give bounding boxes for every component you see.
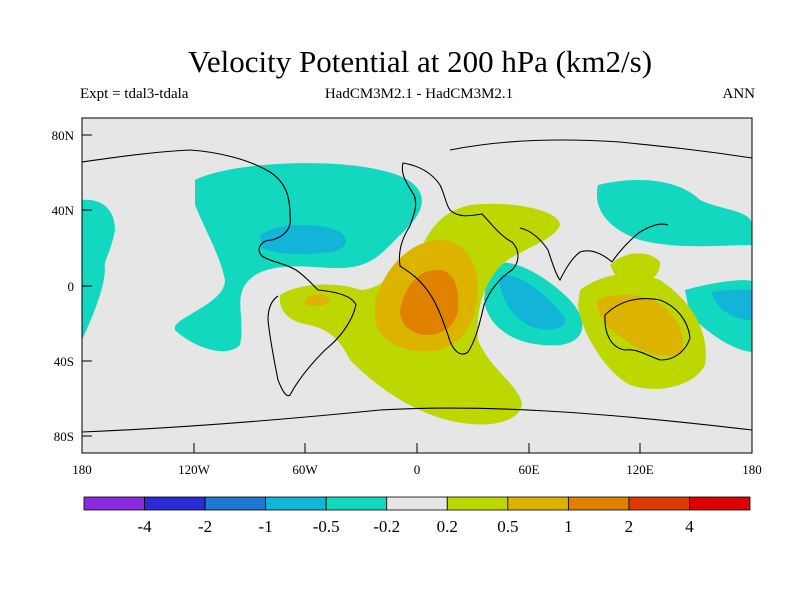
experiment-label: Expt = tdal3-tdala (80, 86, 189, 102)
colorbar-label: -1 (259, 517, 273, 536)
chart-title: Velocity Potential at 200 hPa (km2/s) (187, 44, 653, 79)
axis-ticks (81, 134, 753, 453)
x-tick-label: 0 (414, 462, 421, 477)
colorbar-swatch (628, 496, 690, 511)
y-tick-label: 80S (54, 429, 74, 444)
colorbar-swatch (386, 496, 448, 511)
x-tick-label: 180 (742, 462, 762, 477)
negative-region-south-pacific-core (712, 289, 752, 320)
positive-region-south-america (305, 294, 330, 307)
season-label: ANN (722, 86, 756, 102)
colorbar-swatch (144, 496, 206, 511)
colorbar-label: -4 (137, 517, 152, 536)
colorbar-label: 1 (564, 517, 573, 536)
colorbar-swatch (325, 496, 388, 511)
negative-region-west-pacific (596, 180, 752, 247)
colorbar-swatch (689, 496, 751, 511)
colorbar-label: -0.2 (373, 517, 400, 536)
colorbar-label: -2 (198, 517, 212, 536)
positive-region-africa-core (400, 269, 459, 335)
model-label: HadCM3M2.1 - HadCM3M2.1 (324, 86, 514, 102)
colorbar-label: 2 (625, 517, 634, 536)
x-tick-label: 120W (178, 462, 211, 477)
colorbar-swatch (204, 496, 267, 511)
negative-region-date-line (82, 245, 105, 340)
negative-region-north-america-core (260, 224, 347, 255)
colorbar-label: 0.2 (437, 517, 458, 536)
colorbar-swatch (567, 496, 630, 511)
colorbar-swatch (83, 496, 145, 511)
coastlines (82, 139, 752, 433)
colorbar-swatch (265, 496, 327, 511)
x-tick-label: 180 (72, 462, 92, 477)
colorbar-swatch (507, 496, 569, 511)
colorbar: -4 -2 -1 -0.5 -0.2 0.2 0.5 1 2 4 (83, 496, 751, 536)
y-tick-label: 80N (52, 128, 75, 143)
x-tick-label: 60E (519, 462, 540, 477)
negative-region-north-america (174, 163, 422, 352)
colorbar-swatch (446, 496, 509, 511)
negative-region-indian-ocean-core (499, 274, 566, 330)
positive-region-australia-mid (597, 294, 684, 356)
colorbar-label: 0.5 (497, 517, 518, 536)
x-tick-label: 120E (626, 462, 654, 477)
colorbar-label: 4 (685, 517, 694, 536)
y-tick-labels: 80N 40N 0 40S 80S (52, 128, 75, 444)
y-tick-label: 0 (68, 279, 75, 294)
positive-region-maritime (610, 253, 661, 287)
y-tick-label: 40N (52, 203, 75, 218)
y-tick-label: 40S (54, 354, 74, 369)
x-tick-labels: 180 120W 60W 0 60E 120E 180 (72, 462, 762, 477)
contour-fill (82, 118, 752, 453)
x-tick-label: 60W (292, 462, 318, 477)
colorbar-label: -0.5 (313, 517, 340, 536)
